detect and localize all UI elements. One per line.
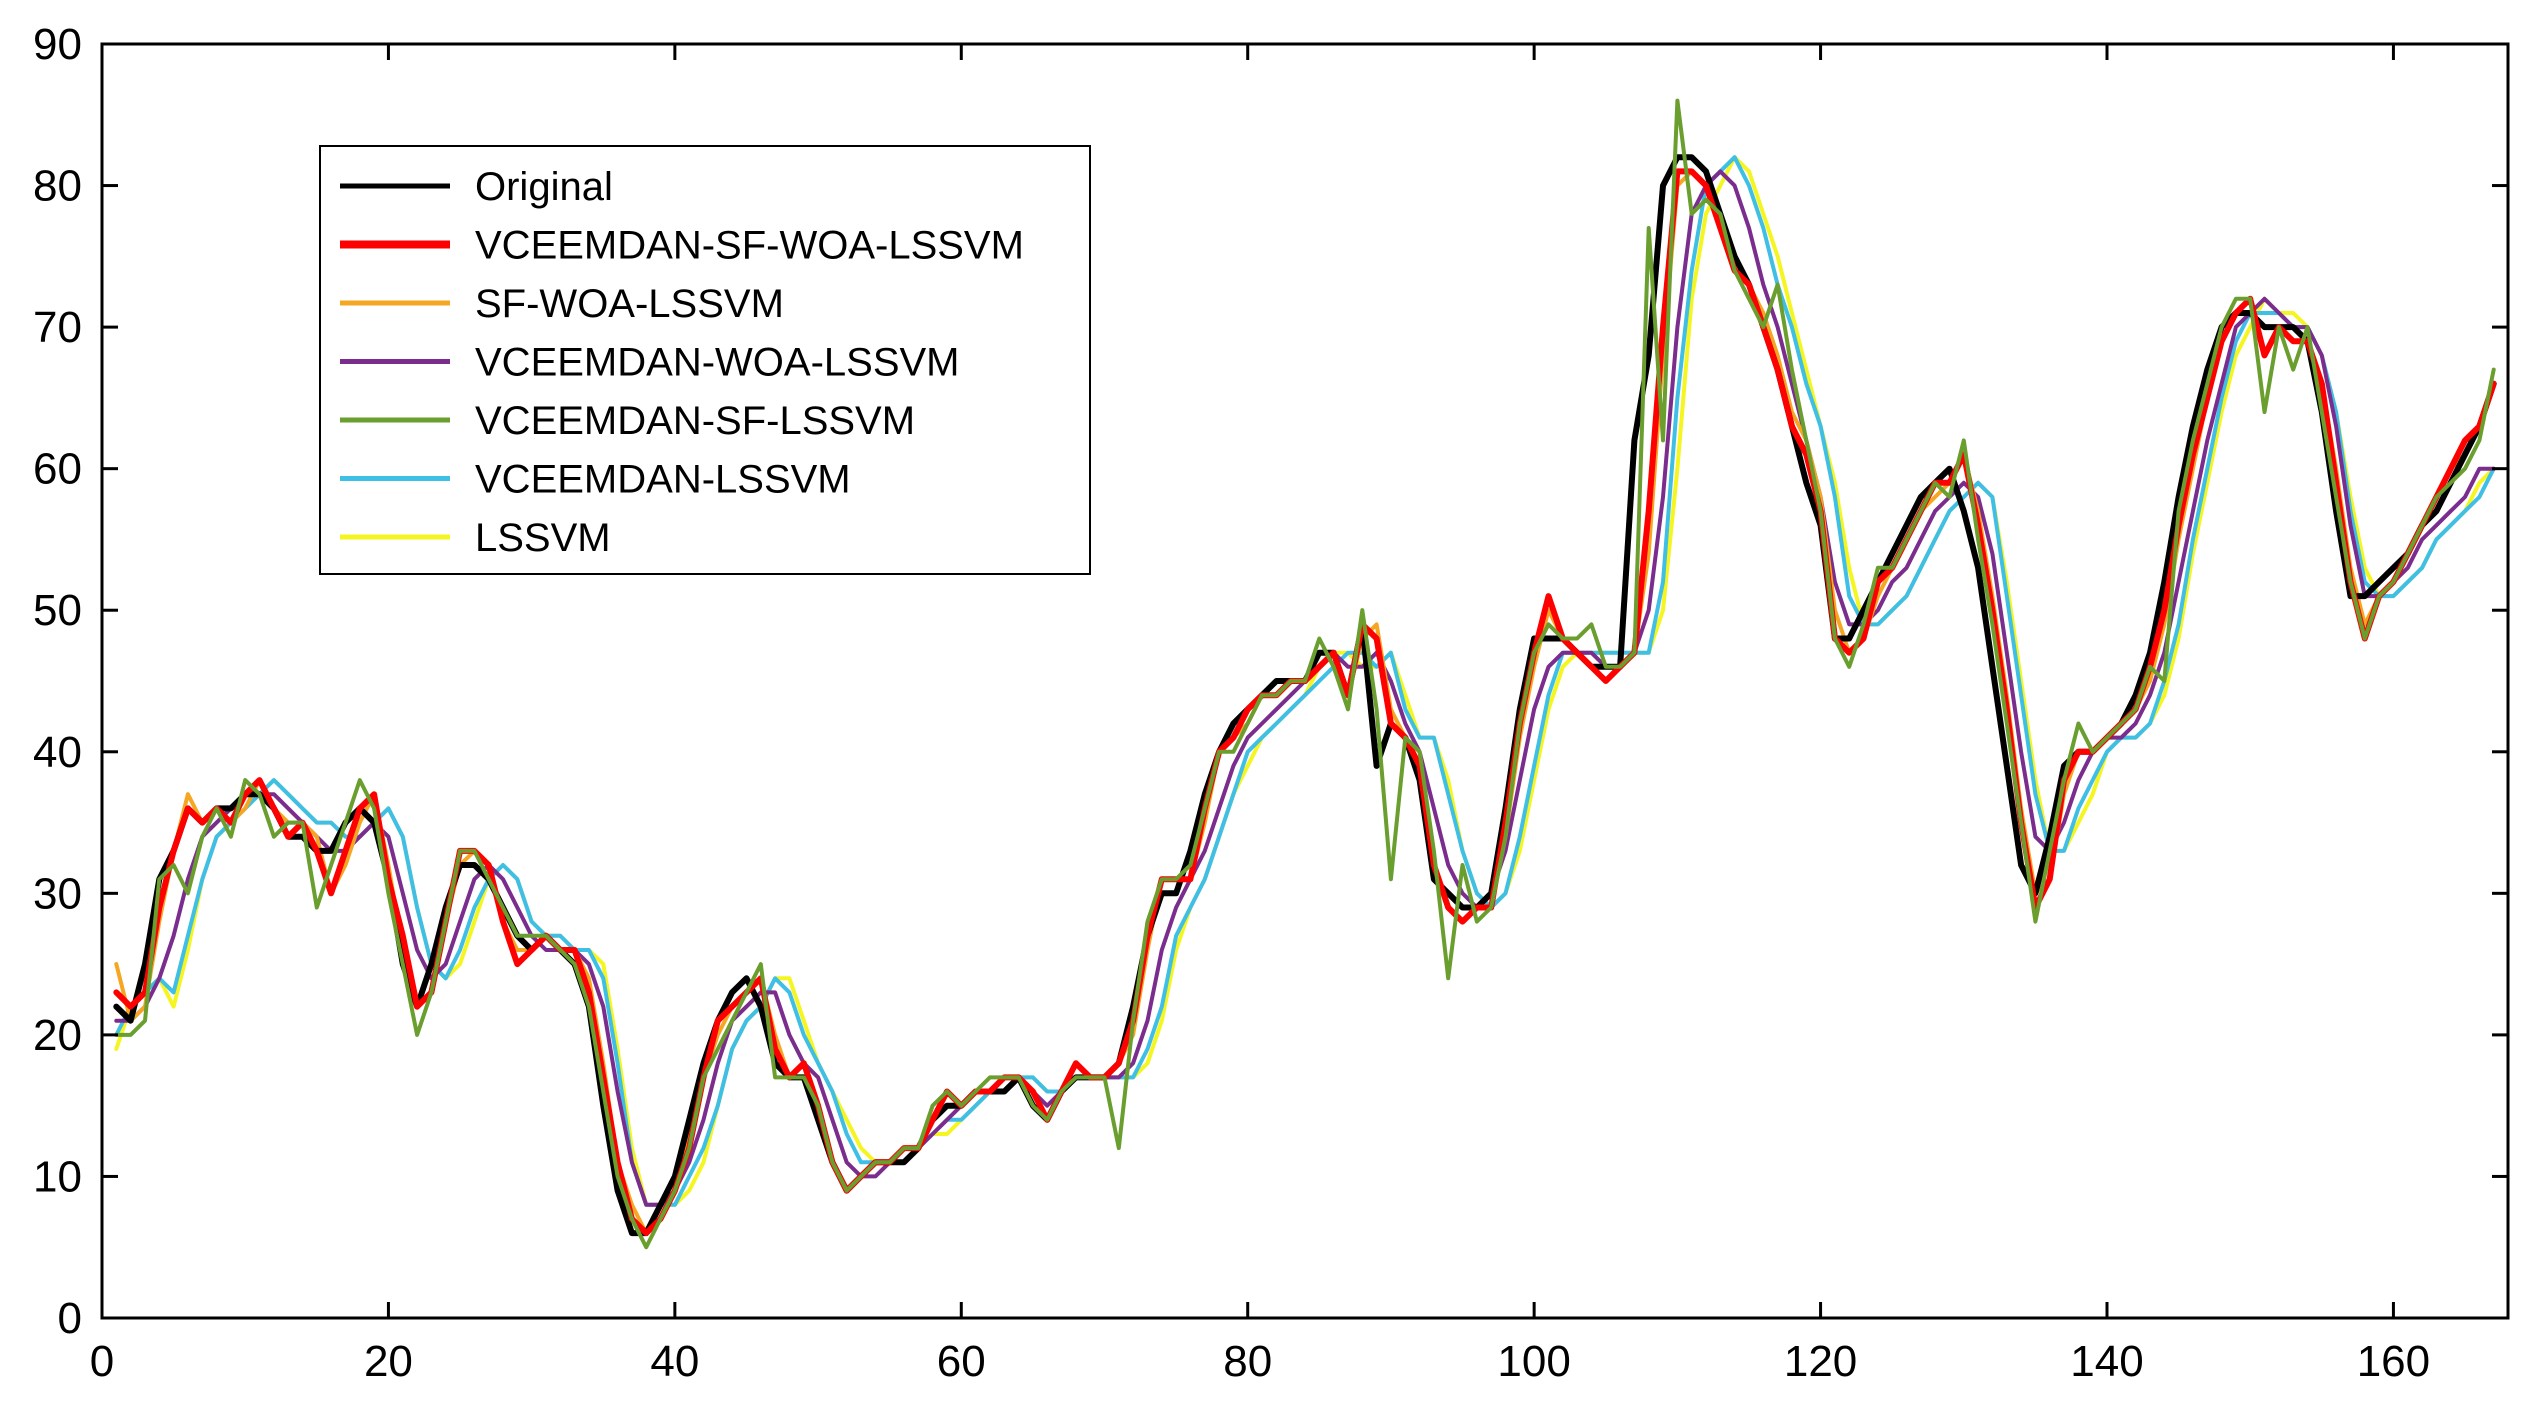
x-tick-label: 120 bbox=[1784, 1337, 1857, 1386]
series-layer bbox=[113, 98, 2497, 1250]
legend-label: VCEEMDAN-SF-WOA-LSSVM bbox=[475, 224, 1024, 268]
series-line-vceemdan-lssvm bbox=[114, 155, 2496, 1207]
y-tick-label: 80 bbox=[33, 162, 82, 211]
y-tick-label: 30 bbox=[33, 869, 82, 918]
x-tick-label: 80 bbox=[1223, 1337, 1272, 1386]
x-tick-label: 0 bbox=[90, 1337, 114, 1386]
y-tick-label: 0 bbox=[58, 1294, 82, 1343]
y-tick-label: 10 bbox=[33, 1152, 82, 1201]
y-tick-label: 40 bbox=[33, 728, 82, 777]
x-tick-label: 100 bbox=[1497, 1337, 1570, 1386]
x-tick-label: 20 bbox=[364, 1337, 413, 1386]
legend-label: SF-WOA-LSSVM bbox=[475, 282, 784, 326]
legend-label: LSSVM bbox=[475, 516, 611, 560]
y-tick-label: 70 bbox=[33, 303, 82, 352]
y-tick-label: 20 bbox=[33, 1011, 82, 1060]
legend-label: VCEEMDAN-WOA-LSSVM bbox=[475, 341, 960, 385]
legend-label: VCEEMDAN-SF-LSSVM bbox=[475, 399, 915, 443]
x-tick-label: 140 bbox=[2070, 1337, 2143, 1386]
y-tick-label: 90 bbox=[33, 20, 82, 69]
legend-label: VCEEMDAN-LSSVM bbox=[475, 458, 851, 502]
x-tick-label: 40 bbox=[650, 1337, 699, 1386]
legend: Original VCEEMDAN-SF-WOA-LSSVM SF-WOA-LSSV… bbox=[319, 145, 1091, 575]
x-tick-label: 60 bbox=[937, 1337, 986, 1386]
x-tick-label: 160 bbox=[2357, 1337, 2430, 1386]
legend-label: Original bbox=[475, 165, 613, 209]
y-tick-label: 60 bbox=[33, 445, 82, 494]
tick-layer: 0 20 40 60 80 100 120 140 160 0 10 20 30 40 50 60 70 80 90 bbox=[33, 20, 2508, 1386]
plot-frame bbox=[100, 42, 2510, 1320]
y-tick-label: 50 bbox=[33, 586, 82, 635]
series-line-vceemdan-sf-lssvm bbox=[114, 98, 2496, 1250]
